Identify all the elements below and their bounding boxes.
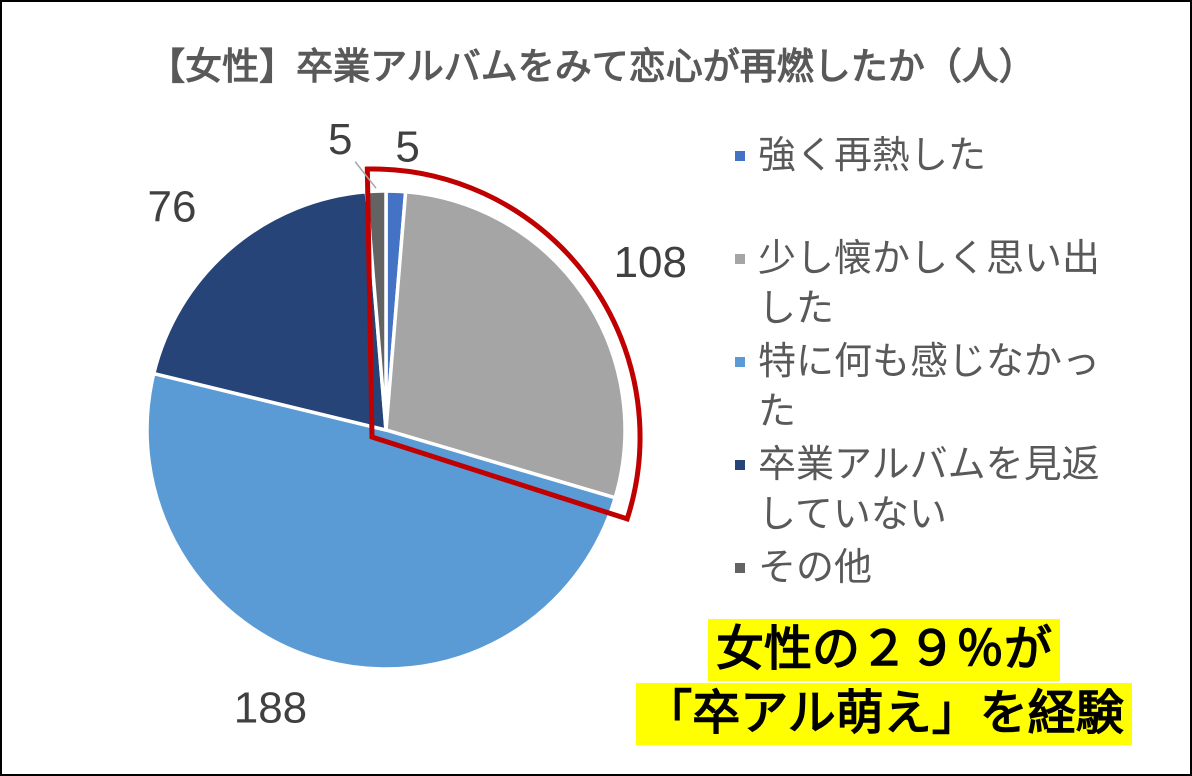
legend-marker — [735, 151, 745, 161]
legend: 強く再熱した 少し懐かしく思い出した 特に何も感じなかった 卒業アルバムを見返し… — [733, 131, 1133, 646]
legend-label: 少し懐かしく思い出した — [758, 238, 1101, 330]
data-label-4: 76 — [148, 183, 197, 232]
data-labels: 5 108 188 76 5 — [148, 115, 687, 732]
annotation-line-1: 女性の２９％が — [584, 619, 1184, 681]
legend-marker — [735, 460, 745, 470]
legend-marker — [735, 563, 745, 573]
chart-title: 【女性】卒業アルバムをみて恋心が再燃したか（人） — [148, 46, 1036, 87]
leader-lines — [354, 161, 377, 189]
legend-item-3: 特に何も感じなかった — [733, 337, 1133, 440]
legend-marker — [735, 357, 745, 367]
data-label-2: 108 — [614, 238, 687, 287]
legend-item-1: 強く再熱した — [733, 131, 1133, 234]
legend-label: 強く再熱した — [758, 135, 987, 177]
highlight-layer — [364, 166, 643, 523]
legend-marker — [735, 254, 745, 264]
pie-slice-4 — [152, 190, 388, 432]
annotation-box: 女性の２９％が 「卒アル萌え」を経験 — [584, 619, 1184, 747]
legend-label: その他 — [758, 547, 873, 589]
leader-line — [354, 161, 377, 189]
legend-label: 特に何も感じなかった — [758, 341, 1101, 433]
legend-item-2: 少し懐かしく思い出した — [733, 234, 1133, 337]
legend-item-5: その他 — [733, 543, 1133, 646]
legend-label: 卒業アルバムを見返していない — [758, 444, 1100, 536]
highlight-outline — [364, 166, 643, 523]
annotation-text: 女性の２９％が — [707, 619, 1060, 681]
annotation-line-2: 「卒アル萌え」を経験 — [584, 683, 1184, 745]
pie-slice-3 — [145, 371, 617, 671]
legend-item-4: 卒業アルバムを見返していない — [733, 440, 1133, 543]
pie-slice-2 — [384, 190, 627, 500]
pie-slices — [145, 189, 627, 671]
data-label-3: 188 — [234, 683, 307, 732]
annotation-text: 「卒アル萌え」を経験 — [636, 683, 1132, 745]
data-label-5: 5 — [328, 115, 352, 164]
data-label-1: 5 — [395, 122, 419, 171]
